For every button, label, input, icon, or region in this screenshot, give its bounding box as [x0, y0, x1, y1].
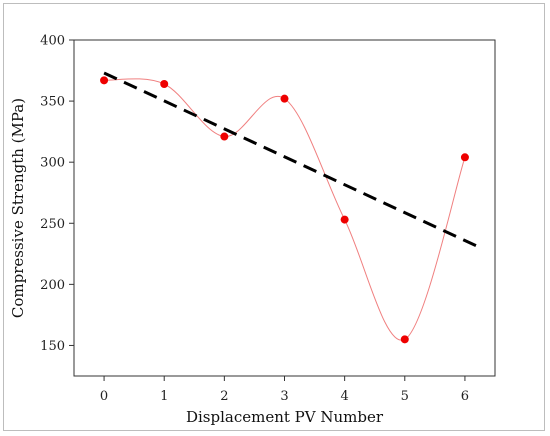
y-tick-label: 300 — [40, 156, 65, 171]
x-tick-label: 2 — [220, 389, 228, 404]
x-tick-label: 5 — [401, 389, 409, 404]
x-tick-label: 4 — [341, 389, 349, 404]
data-points — [100, 76, 469, 344]
x-tick-label: 0 — [100, 389, 108, 404]
series-smooth-line — [104, 78, 466, 341]
trend-line — [103, 71, 484, 251]
x-tick-label: 6 — [461, 389, 469, 404]
chart-frame — [3, 3, 545, 431]
x-axis-title: Displacement PV Number — [186, 408, 384, 426]
data-point-4 — [340, 215, 349, 224]
data-point-5 — [400, 335, 409, 344]
data-point-2 — [220, 132, 229, 141]
y-axis: 150 200 250 300 350 400 — [40, 34, 74, 354]
x-axis: 0 1 2 3 4 5 6 — [100, 376, 469, 404]
y-tick-label: 150 — [40, 339, 65, 354]
y-tick-label: 400 — [40, 34, 65, 49]
data-point-1 — [160, 79, 169, 88]
y-tick-label: 250 — [40, 217, 65, 232]
data-point-6 — [460, 153, 469, 162]
data-point-0 — [100, 76, 109, 85]
data-point-3 — [280, 94, 289, 103]
y-tick-label: 350 — [40, 95, 65, 110]
x-tick-label: 3 — [280, 389, 288, 404]
y-tick-label: 200 — [40, 278, 65, 293]
x-tick-label: 1 — [160, 389, 168, 404]
y-axis-title: Compressive Strength (MPa) — [9, 98, 27, 318]
plot-area — [73, 39, 496, 377]
